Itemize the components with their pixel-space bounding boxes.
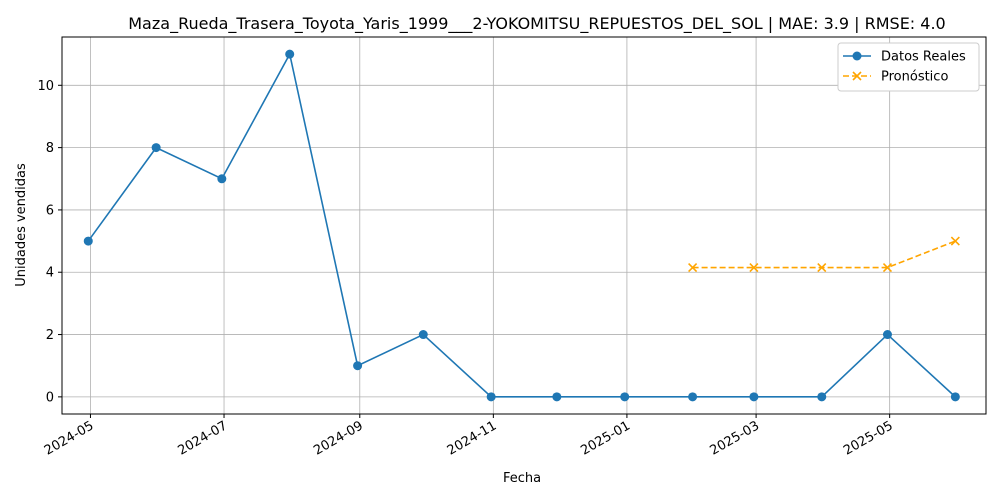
legend-item-datos-reales: Datos Reales	[843, 50, 966, 65]
data-point-pronostico	[882, 262, 893, 273]
legend-item-pronostico: Pronóstico	[843, 70, 948, 85]
marker-stroke	[817, 262, 827, 273]
series-pronostico	[688, 236, 960, 273]
data-point-pronostico	[749, 262, 759, 273]
data-point-datos-reales	[688, 392, 698, 402]
marker-stroke	[852, 71, 862, 81]
series-line-datos-reales	[87, 51, 956, 398]
data-point-datos-reales	[882, 330, 892, 340]
legend-marker	[852, 71, 862, 81]
data-point-pronostico	[688, 262, 698, 273]
plot-frame	[61, 36, 987, 415]
legend-box	[837, 42, 980, 92]
series-datos-reales	[83, 49, 960, 402]
data-point-datos-reales	[151, 143, 161, 153]
data-point-datos-reales	[285, 49, 295, 59]
grid	[62, 37, 986, 414]
x-axis-title: Fecha	[503, 471, 541, 486]
y-tick-label: 4	[46, 266, 54, 281]
x-tick-label: 2025-03	[708, 418, 763, 458]
legend-label: Datos Reales	[881, 50, 966, 65]
marker-stroke	[749, 262, 759, 273]
data-point-datos-reales	[749, 392, 759, 402]
marker-stroke	[950, 236, 960, 246]
legend: Datos Reales Pronóstico	[837, 42, 980, 92]
data-point-datos-reales	[486, 392, 496, 402]
chart-title: Maza_Rueda_Trasera_Toyota_Yaris_1999___2…	[128, 14, 945, 34]
x-tick-label: 2024-11	[445, 418, 500, 458]
data-point-datos-reales	[353, 361, 363, 371]
series-line-pronostico	[692, 240, 956, 269]
marker-stroke	[688, 262, 698, 273]
marker-stroke	[882, 262, 893, 273]
x-tick-label: 2024-07	[175, 418, 230, 458]
y-tick-label: 8	[46, 141, 54, 156]
x-tick-label: 2025-01	[578, 418, 633, 458]
data-point-datos-reales	[950, 392, 960, 402]
x-tick-label: 2025-05	[841, 418, 896, 458]
data-point-datos-reales	[620, 392, 630, 402]
y-tick-label: 10	[37, 79, 54, 94]
data-point-datos-reales	[552, 392, 562, 402]
y-tick-label: 6	[46, 203, 54, 218]
legend-label: Pronóstico	[881, 70, 948, 85]
y-tick-label: 0	[46, 390, 54, 405]
y-axis-title: Unidades vendidas	[14, 163, 29, 287]
data-point-pronostico	[817, 262, 827, 273]
series-layer	[83, 49, 960, 402]
legend-marker	[852, 51, 862, 61]
data-point-datos-reales	[817, 392, 827, 402]
data-point-datos-reales	[418, 330, 428, 340]
x-tick-label: 2024-09	[311, 418, 366, 458]
data-point-pronostico	[950, 236, 960, 246]
x-tick-label: 2024-05	[42, 418, 97, 458]
y-tick-label: 2	[46, 328, 54, 343]
data-point-datos-reales	[83, 236, 93, 246]
axis-ticks: 0 2 4 6 8 10 2024-05 2024-07 2024-09 2024-11 2025-…	[37, 79, 895, 459]
data-point-datos-reales	[217, 174, 227, 184]
